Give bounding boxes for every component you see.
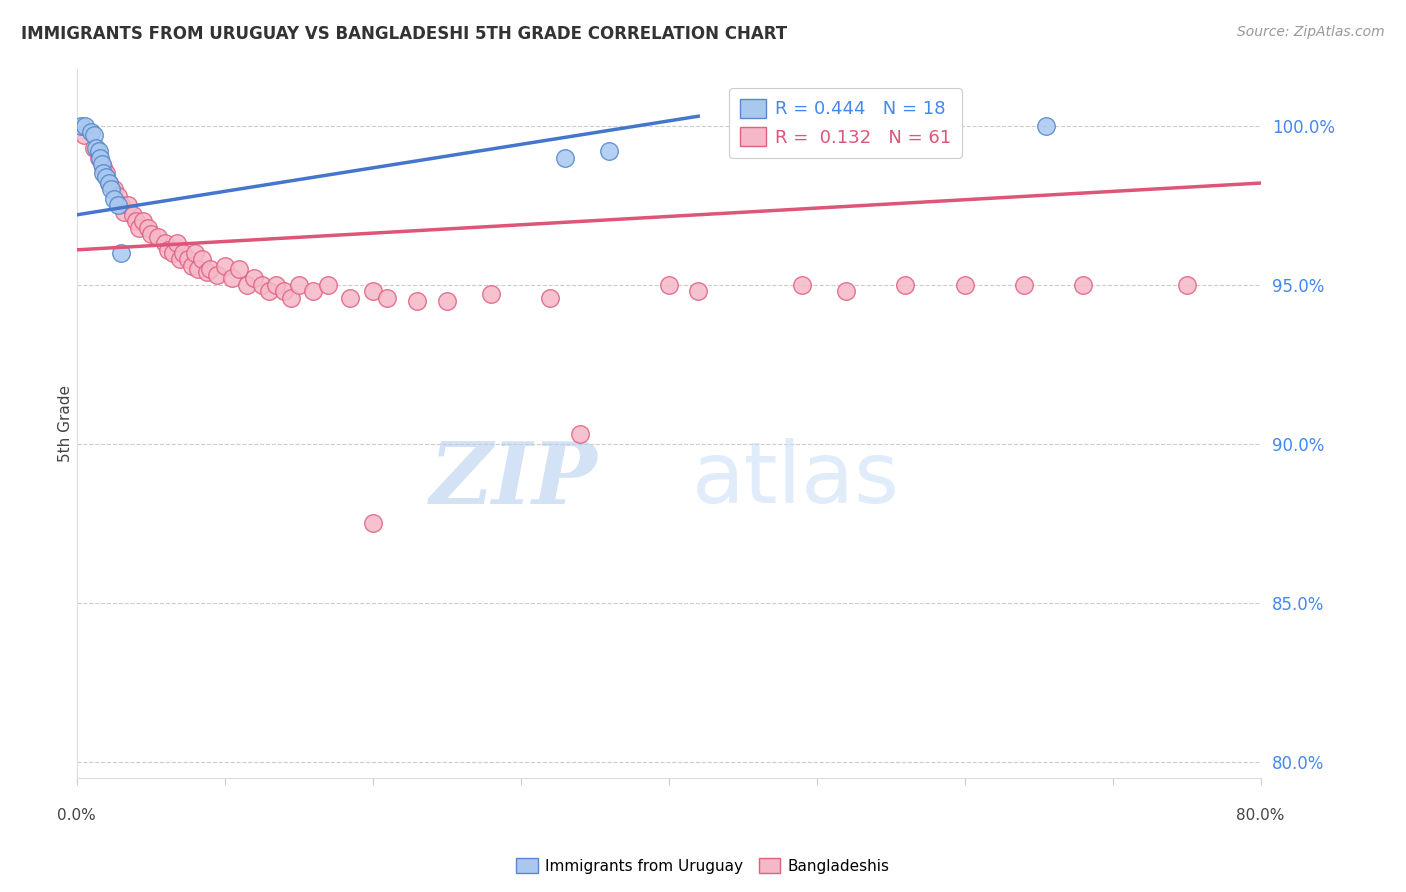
Point bbox=[195, 265, 218, 279]
Point bbox=[176, 252, 198, 267]
Point bbox=[136, 220, 159, 235]
Point bbox=[538, 291, 561, 305]
Point bbox=[1071, 277, 1094, 292]
Legend: Immigrants from Uruguay, Bangladeshis: Immigrants from Uruguay, Bangladeshis bbox=[510, 852, 896, 880]
Text: 0.0%: 0.0% bbox=[58, 808, 96, 823]
Point bbox=[361, 284, 384, 298]
Point bbox=[187, 261, 209, 276]
Point bbox=[80, 125, 103, 139]
Text: ZIP: ZIP bbox=[430, 438, 598, 522]
Point bbox=[205, 268, 228, 283]
Point bbox=[287, 277, 309, 292]
Point bbox=[953, 277, 976, 292]
Point bbox=[191, 252, 214, 267]
Point bbox=[157, 243, 180, 257]
Point bbox=[658, 277, 681, 292]
Point bbox=[128, 220, 150, 235]
Point bbox=[83, 141, 105, 155]
Text: atlas: atlas bbox=[692, 439, 900, 522]
Point bbox=[198, 261, 221, 276]
Point bbox=[110, 198, 132, 212]
Point bbox=[790, 277, 813, 292]
Point bbox=[688, 284, 710, 298]
Y-axis label: 5th Grade: 5th Grade bbox=[58, 384, 73, 462]
Point bbox=[236, 277, 259, 292]
Point bbox=[266, 277, 288, 292]
Point bbox=[316, 277, 339, 292]
Point bbox=[280, 291, 302, 305]
Text: IMMIGRANTS FROM URUGUAY VS BANGLADESHI 5TH GRADE CORRELATION CHART: IMMIGRANTS FROM URUGUAY VS BANGLADESHI 5… bbox=[21, 25, 787, 43]
Point bbox=[91, 160, 114, 174]
Legend: R = 0.444   N = 18, R =  0.132   N = 61: R = 0.444 N = 18, R = 0.132 N = 61 bbox=[730, 88, 962, 158]
Point bbox=[1035, 119, 1057, 133]
Point bbox=[243, 271, 266, 285]
Point bbox=[436, 293, 458, 308]
Point bbox=[107, 198, 129, 212]
Point bbox=[87, 151, 110, 165]
Point bbox=[184, 246, 207, 260]
Point bbox=[302, 284, 325, 298]
Point bbox=[273, 284, 295, 298]
Point bbox=[100, 182, 122, 196]
Point bbox=[181, 259, 204, 273]
Point bbox=[214, 259, 236, 273]
Point bbox=[257, 284, 280, 298]
Point bbox=[162, 246, 184, 260]
Point bbox=[894, 277, 917, 292]
Point bbox=[361, 516, 384, 531]
Point bbox=[250, 277, 273, 292]
Point bbox=[835, 284, 858, 298]
Point bbox=[554, 151, 576, 165]
Point bbox=[228, 261, 250, 276]
Point bbox=[132, 214, 155, 228]
Text: 80.0%: 80.0% bbox=[1236, 808, 1285, 823]
Point bbox=[406, 293, 429, 308]
Point bbox=[377, 291, 399, 305]
Point bbox=[98, 176, 121, 190]
Point bbox=[70, 119, 93, 133]
Point bbox=[84, 141, 107, 155]
Point bbox=[112, 204, 135, 219]
Point bbox=[98, 176, 121, 190]
Point bbox=[96, 169, 118, 184]
Point bbox=[73, 128, 96, 143]
Point bbox=[568, 427, 591, 442]
Point bbox=[117, 198, 139, 212]
Point bbox=[83, 128, 105, 143]
Point bbox=[166, 236, 188, 251]
Point bbox=[172, 246, 194, 260]
Point bbox=[125, 214, 148, 228]
Point bbox=[139, 227, 162, 241]
Point bbox=[89, 151, 111, 165]
Point bbox=[103, 192, 125, 206]
Point bbox=[87, 145, 110, 159]
Point bbox=[121, 208, 143, 222]
Point bbox=[146, 230, 169, 244]
Point bbox=[91, 167, 114, 181]
Point bbox=[107, 188, 129, 202]
Point bbox=[110, 246, 132, 260]
Point bbox=[90, 157, 112, 171]
Point bbox=[598, 145, 620, 159]
Point bbox=[103, 182, 125, 196]
Point bbox=[169, 252, 191, 267]
Point bbox=[96, 167, 118, 181]
Point bbox=[75, 119, 97, 133]
Point bbox=[155, 236, 177, 251]
Point bbox=[1175, 277, 1198, 292]
Point bbox=[479, 287, 502, 301]
Point bbox=[221, 271, 243, 285]
Text: Source: ZipAtlas.com: Source: ZipAtlas.com bbox=[1237, 25, 1385, 39]
Point bbox=[1012, 277, 1035, 292]
Point bbox=[339, 291, 361, 305]
